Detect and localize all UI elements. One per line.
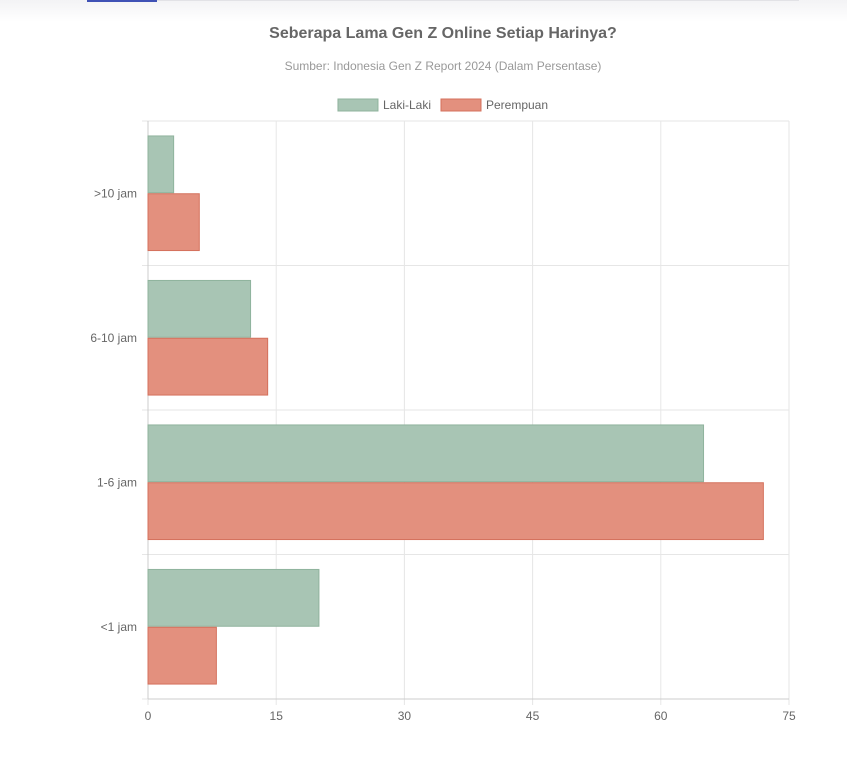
x-tick-label: 30 [398, 709, 412, 723]
x-tick-label: 60 [654, 709, 668, 723]
x-tick-label: 15 [270, 709, 284, 723]
legend-swatch [337, 98, 379, 112]
x-tick-label: 0 [145, 709, 152, 723]
bar-perempuan [147, 193, 200, 252]
legend-label: Laki-Laki [383, 98, 431, 112]
top-divider [87, 0, 799, 1]
y-tick-label: 6-10 jam [90, 331, 137, 345]
bar-perempuan [147, 337, 269, 396]
x-tick-label: 75 [782, 709, 796, 723]
active-tab-indicator[interactable] [87, 0, 157, 2]
bar-laki-laki [147, 135, 175, 194]
chart-title: Seberapa Lama Gen Z Online Setiap Hariny… [269, 25, 617, 42]
y-tick-label: 1-6 jam [97, 475, 137, 489]
y-tick-label: >10 jam [94, 186, 137, 200]
chart-subtitle: Sumber: Indonesia Gen Z Report 2024 (Dal… [284, 59, 602, 73]
bar-perempuan [147, 482, 764, 541]
legend-swatch [440, 98, 482, 112]
top-bar [0, 0, 847, 22]
bar-perempuan [147, 626, 217, 685]
legend-label: Perempuan [486, 98, 548, 112]
y-tick-label: <1 jam [101, 620, 137, 634]
x-tick-label: 45 [526, 709, 540, 723]
bar-laki-laki [147, 568, 320, 627]
bar-laki-laki [147, 424, 705, 483]
bar-laki-laki [147, 279, 252, 338]
